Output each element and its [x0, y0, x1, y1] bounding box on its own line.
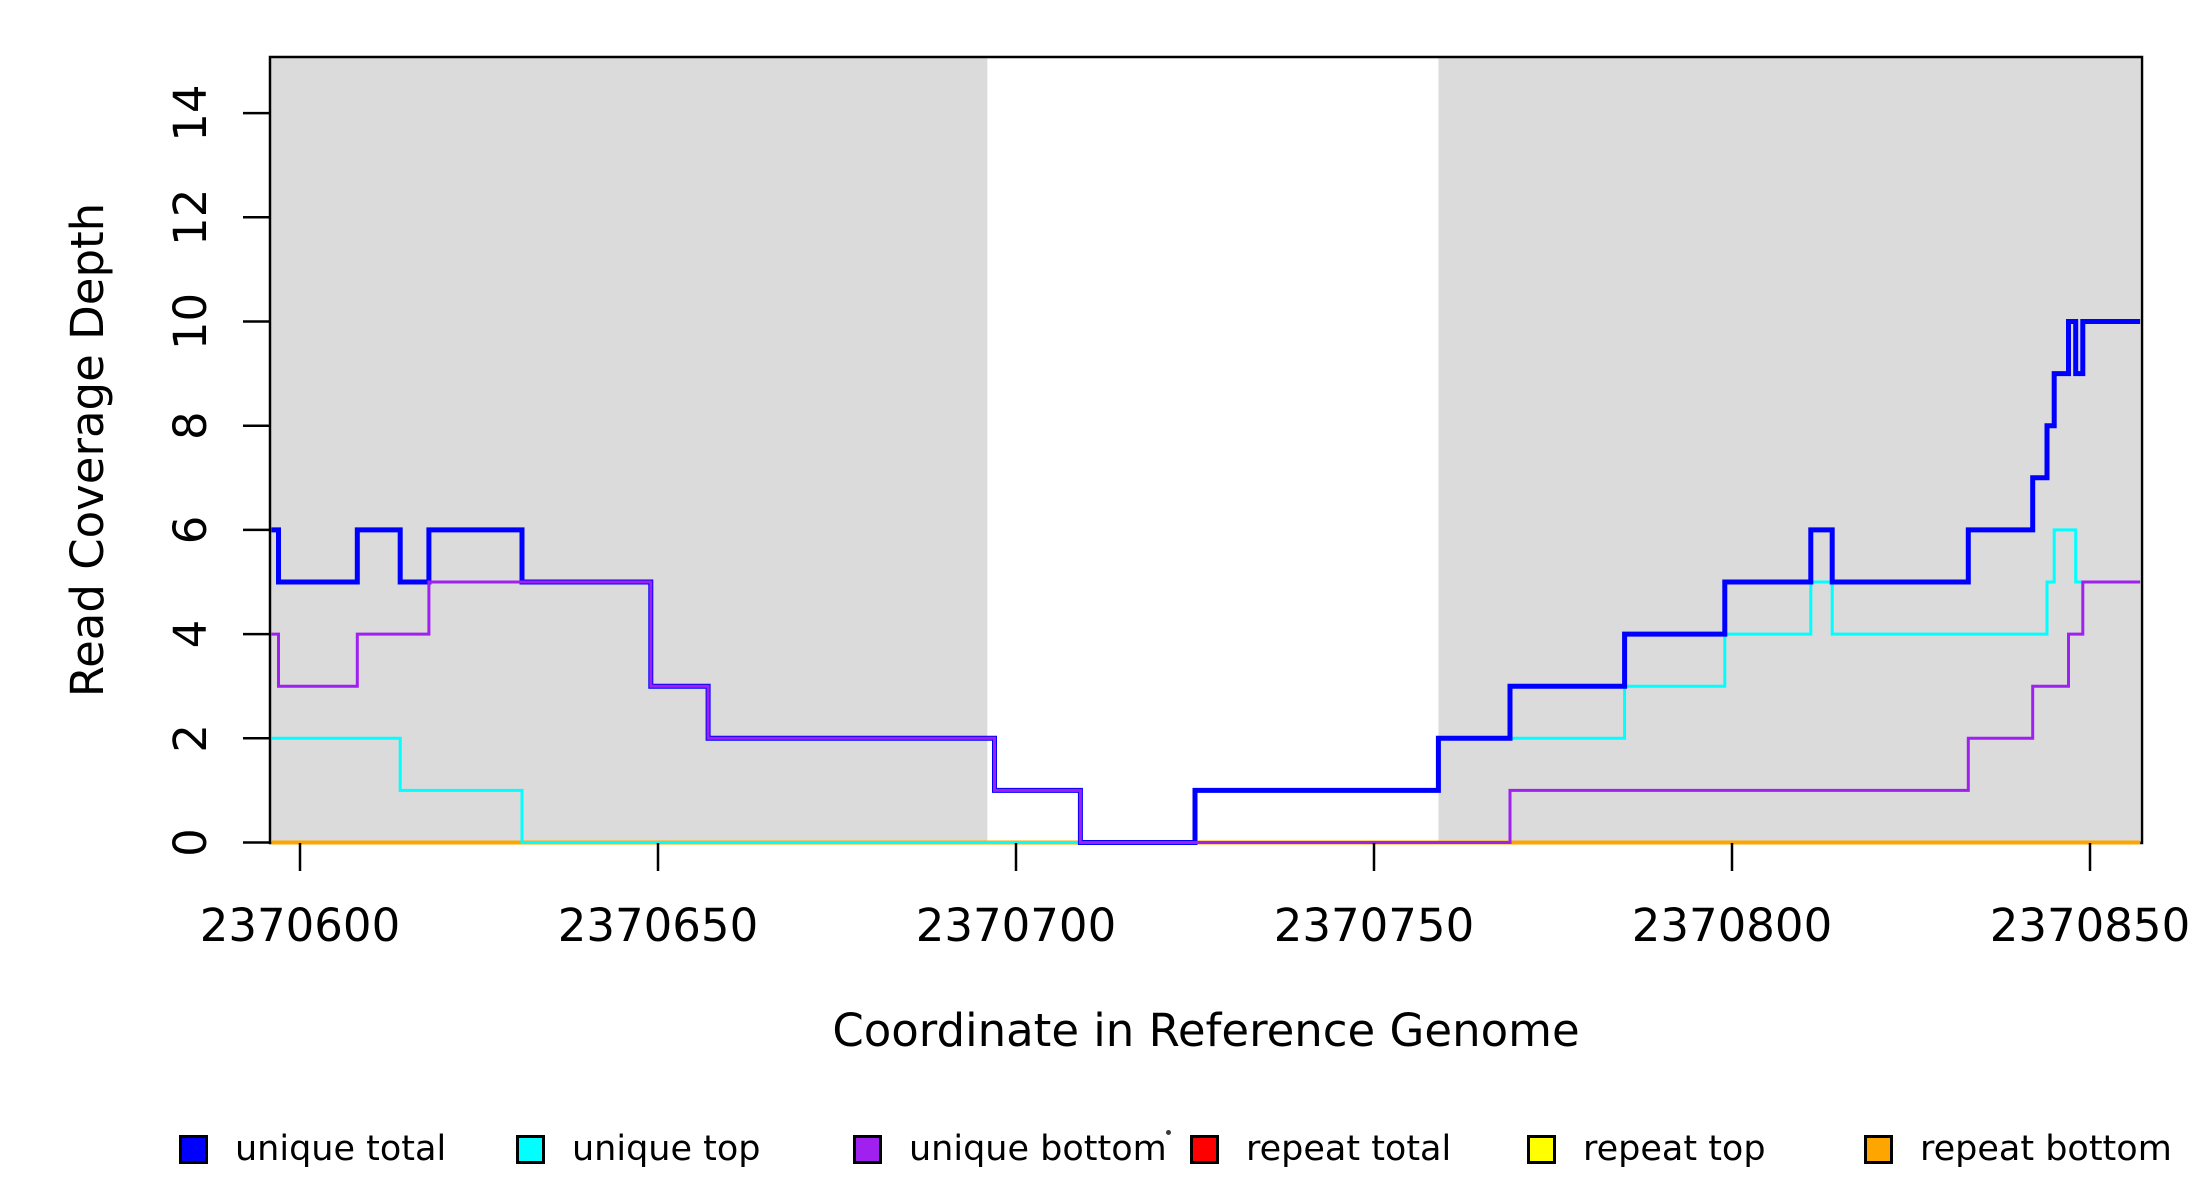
- legend-item-repeat-total: repeat total: [1190, 1128, 1452, 1169]
- series-line-unique-bottom: [271, 580, 2141, 844]
- x-axis-title: Coordinate in Reference Genome: [832, 1004, 1579, 1057]
- x-tick-label: 2370750: [1274, 899, 1474, 952]
- y-axis-title: Read Coverage Depth: [61, 203, 114, 697]
- repeat-region-band-1: [1438, 57, 2141, 843]
- axis-ticks-and-labels: 2370600 2370650 2370700 2370750 2370800 23708…: [164, 84, 2190, 952]
- repeat-region-band-0: [271, 57, 988, 843]
- x-tick-label: 2370800: [1632, 899, 1832, 952]
- legend-label: unique total: [235, 1128, 447, 1169]
- series-line-unique-top: [271, 528, 2141, 844]
- legend-label: repeat top: [1583, 1128, 1766, 1169]
- legend: unique total unique top unique bottom repea…: [0, 1128, 2200, 1168]
- legend-swatch-unique-total: [179, 1134, 208, 1164]
- legend-item-unique-bottom: unique bottom: [853, 1128, 1167, 1169]
- shaded-bands: [271, 57, 2141, 843]
- legend-swatch-unique-top: [516, 1134, 545, 1164]
- series-line-unique-total: [271, 319, 2141, 845]
- y-tick-label: 2: [164, 724, 217, 753]
- legend-label: unique top: [572, 1128, 761, 1169]
- legend-label: repeat bottom: [1920, 1128, 2172, 1169]
- legend-item-unique-total: unique total: [179, 1128, 447, 1169]
- y-tick-label: 14: [164, 84, 217, 141]
- legend-swatch-unique-bottom: [853, 1134, 882, 1164]
- y-tick-label: 12: [164, 189, 217, 246]
- legend-item-repeat-top: repeat top: [1527, 1128, 1766, 1169]
- legend-swatch-repeat-bottom: [1864, 1134, 1893, 1164]
- legend-swatch-repeat-top: [1527, 1134, 1556, 1164]
- x-tick-label: 2370650: [558, 899, 758, 952]
- y-tick-label: 0: [164, 828, 217, 857]
- y-tick-label: 8: [164, 411, 217, 440]
- y-tick-label: 10: [164, 293, 217, 350]
- stray-dot-artifact: [1166, 1130, 1171, 1135]
- legend-swatch-repeat-total: [1190, 1134, 1219, 1164]
- legend-item-repeat-bottom: repeat bottom: [1864, 1128, 2172, 1169]
- y-tick-label: 6: [164, 516, 217, 545]
- legend-label: unique bottom: [909, 1128, 1167, 1169]
- y-tick-label: 4: [164, 620, 217, 649]
- legend-label: repeat total: [1246, 1128, 1452, 1169]
- x-tick-label: 2370850: [1990, 899, 2190, 952]
- x-tick-label: 2370700: [916, 899, 1116, 952]
- legend-item-unique-top: unique top: [516, 1128, 761, 1169]
- series-lines: [271, 319, 2141, 845]
- x-tick-label: 2370600: [200, 899, 400, 952]
